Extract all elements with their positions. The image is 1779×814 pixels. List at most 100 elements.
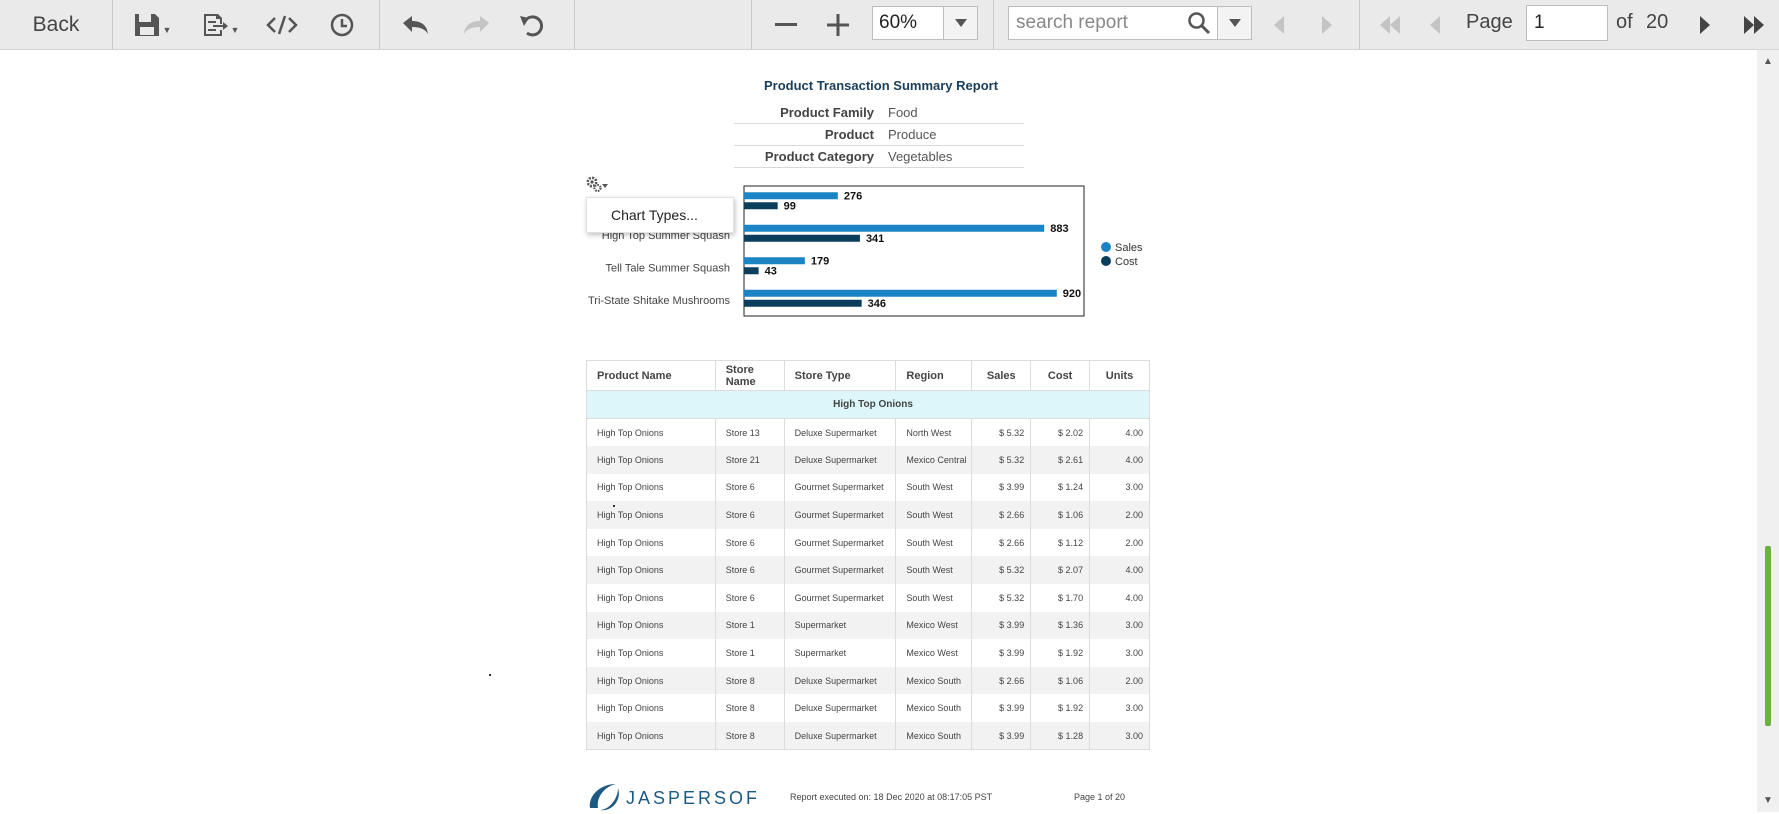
zoom-in-button[interactable] (816, 0, 860, 50)
table-cell: $ 1.06 (1030, 501, 1091, 529)
embed-code-button[interactable] (260, 0, 304, 50)
table-cell: Supermarket (783, 611, 897, 640)
search-next-button[interactable] (1310, 0, 1344, 50)
chevron-down-icon (954, 19, 967, 27)
table-row: High Top Onions Store 21 Deluxe Supermarke… (586, 446, 1150, 474)
column-header[interactable]: Sales (971, 360, 1032, 391)
table-row: High Top Onions Store 1 Supermarket Mexico … (586, 639, 1150, 667)
table-cell: South West (895, 556, 973, 585)
search-options-dropdown[interactable] (1217, 7, 1251, 39)
toolbar-separator (112, 0, 113, 50)
table-cell: 4.00 (1089, 418, 1150, 447)
chart-types-menu-item[interactable]: Chart Types... (586, 197, 734, 233)
column-header[interactable]: Product Name (586, 360, 716, 391)
data-label: 179 (811, 255, 829, 267)
table-cell: Store 6 (714, 528, 785, 557)
undo-button[interactable] (394, 0, 438, 50)
column-header[interactable]: Cost (1030, 360, 1091, 391)
table-row: High Top Onions Store 6 Gourmet Supermarke… (586, 556, 1150, 585)
table-row: High Top Onions Store 8 Deluxe Supermarket… (586, 722, 1150, 751)
schedule-button[interactable] (320, 0, 364, 50)
vertical-scrollbar[interactable]: ▲ ▼ (1757, 50, 1779, 812)
table-cell: Mexico West (895, 639, 973, 667)
page-label: Page (1466, 11, 1513, 33)
redo-icon (461, 13, 491, 37)
x-tick-label: 1,000 (1070, 325, 1098, 326)
toolbar-separator (379, 0, 380, 50)
bar-cost (744, 202, 778, 210)
last-page-button[interactable] (1734, 0, 1774, 50)
x-tick-label: 200 (803, 325, 821, 326)
scroll-down-icon[interactable]: ▼ (1763, 795, 1773, 806)
zoom-out-button[interactable] (764, 0, 808, 50)
table-cell: 3.00 (1089, 611, 1150, 640)
zoom-select[interactable]: 60% (872, 6, 978, 40)
gear-icon (586, 176, 608, 193)
chart-options-button[interactable] (586, 174, 616, 196)
undo-all-button[interactable] (512, 0, 556, 50)
table-cell: Store 6 (714, 584, 785, 612)
group-header-row: High Top Onions (586, 390, 1150, 419)
column-header[interactable]: Region (895, 360, 973, 391)
redo-button[interactable] (454, 0, 498, 50)
search-previous-button[interactable] (1262, 0, 1296, 50)
table-cell: High Top Onions (586, 528, 716, 557)
table-cell: Deluxe Supermarket (783, 722, 897, 751)
table-cell: High Top Onions (586, 501, 716, 529)
report-execution-info: Report executed on: 18 Dec 2020 at 08:17… (790, 792, 993, 802)
save-button[interactable]: ▼ (124, 0, 180, 50)
scroll-up-icon[interactable]: ▲ (1763, 56, 1773, 67)
page-total: 20 (1646, 11, 1669, 33)
table-cell: South West (895, 584, 973, 612)
param-key: Product Category (764, 149, 874, 164)
data-label: 276 (844, 190, 862, 202)
x-tick-label: 800 (1007, 325, 1025, 326)
table-cell: Store 6 (714, 556, 785, 585)
column-header[interactable]: Store Name (714, 360, 785, 391)
data-label: 99 (784, 200, 796, 212)
table-cell: High Top Onions (586, 473, 716, 502)
table-cell: Gourmet Supermarket (783, 528, 897, 557)
back-button[interactable]: Back (32, 13, 80, 36)
zoom-out-icon (774, 13, 798, 37)
column-header[interactable]: Store Type (783, 360, 897, 391)
search-icon[interactable] (1181, 7, 1217, 39)
table-cell: Deluxe Supermarket (783, 418, 897, 447)
search-box (1008, 6, 1252, 40)
table-cell: 2.00 (1089, 501, 1150, 529)
table-cell: North West (895, 418, 973, 447)
report-canvas: Product Transaction Summary Report Produ… (0, 50, 1757, 812)
table-cell: $ 3.99 (971, 473, 1032, 502)
table-cell: $ 1.12 (1030, 528, 1091, 557)
table-row: High Top Onions Store 8 Deluxe Supermarket… (586, 694, 1150, 723)
bar-cost (744, 234, 860, 242)
export-button[interactable]: ▼ (192, 0, 248, 50)
table-cell: High Top Onions (586, 556, 716, 585)
code-icon (265, 14, 299, 36)
page-number-input[interactable] (1526, 5, 1608, 41)
export-icon (201, 12, 229, 38)
bar-cost (744, 299, 862, 307)
stray-dot (613, 505, 615, 507)
toolbar-separator (993, 0, 994, 50)
previous-page-button[interactable] (1418, 0, 1452, 50)
category-label: Tell Tale Summer Squash (605, 262, 730, 274)
zoom-dropdown-button[interactable] (943, 7, 977, 39)
data-label: 341 (866, 233, 884, 245)
table-cell: $ 3.99 (971, 694, 1032, 723)
table-cell: $ 3.99 (971, 722, 1032, 751)
table-cell: 3.00 (1089, 694, 1150, 723)
column-header[interactable]: Units (1089, 360, 1150, 391)
bar-sales (744, 224, 1045, 232)
table-cell: Mexico West (895, 611, 973, 640)
table-cell: 4.00 (1089, 446, 1150, 474)
search-input[interactable] (1009, 7, 1181, 39)
legend-marker (1101, 242, 1111, 252)
scrollbar-thumb[interactable] (1765, 546, 1771, 726)
next-page-button[interactable] (1688, 0, 1722, 50)
table-cell: Mexico South (895, 666, 973, 695)
first-page-button[interactable] (1370, 0, 1410, 50)
group-label: High Top Onions (586, 390, 1150, 419)
table-row: High Top Onions Store 13 Deluxe Supermarke… (586, 418, 1150, 447)
table-cell: Gourmet Supermarket (783, 473, 897, 502)
